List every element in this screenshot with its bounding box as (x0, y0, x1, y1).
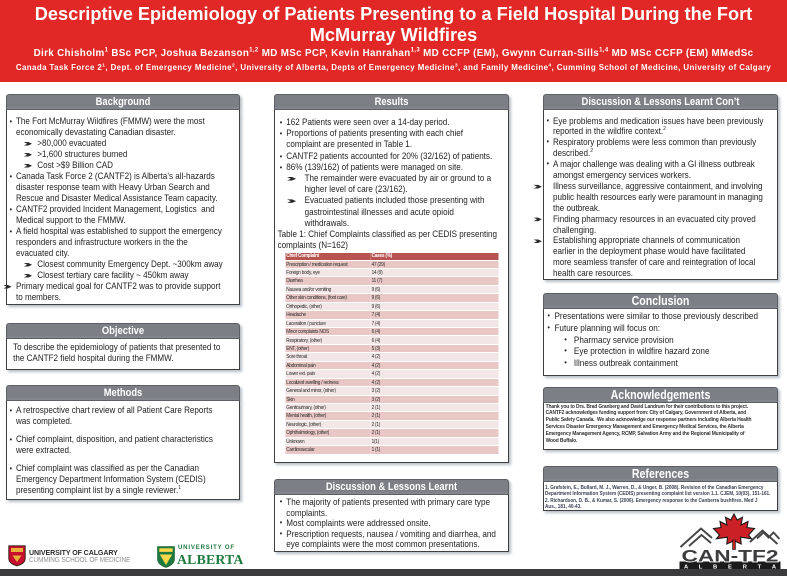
svg-text:CAN-TF2: CAN-TF2 (682, 548, 779, 566)
svg-text:A L B E R T A: A L B E R T A (684, 564, 777, 570)
